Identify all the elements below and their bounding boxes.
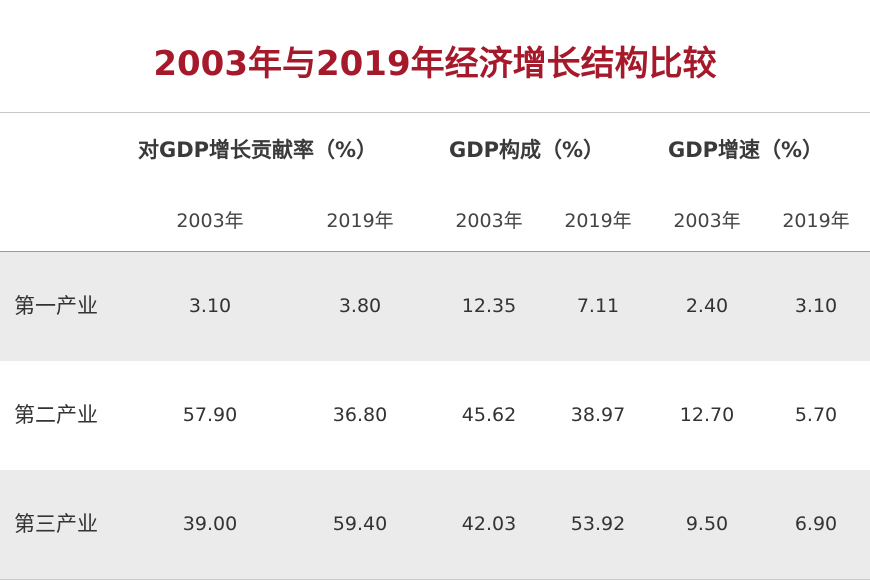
year-header-5: 2003年 <box>673 210 741 232</box>
row-label: 第二产业 <box>14 403 98 427</box>
table-row-secondary: 第二产业 57.90 36.80 45.62 38.97 12.70 5.70 <box>0 361 870 470</box>
table-cell: 59.40 <box>332 513 388 535</box>
table-cell: 6.90 <box>794 513 838 535</box>
row-label: 第一产业 <box>14 294 98 318</box>
table-cell: 3.10 <box>794 295 838 317</box>
top-rule <box>0 112 870 113</box>
table-group-header-contribution: 对GDP增长贡献率（%） <box>138 138 378 162</box>
table-cell: 53.92 <box>570 513 626 535</box>
header-rule <box>0 251 870 252</box>
year-header-2: 2019年 <box>326 210 394 232</box>
row-label: 第三产业 <box>14 512 98 536</box>
table-cell: 3.10 <box>188 295 232 317</box>
table-cell: 39.00 <box>182 513 238 535</box>
table-cell: 5.70 <box>794 404 838 426</box>
table-cell: 12.35 <box>461 295 517 317</box>
table-cell: 36.80 <box>332 404 388 426</box>
table-group-header-growth: GDP增速（%） <box>668 138 824 162</box>
table-row-tertiary: 第三产业 39.00 59.40 42.03 53.92 9.50 6.90 <box>0 470 870 579</box>
table-cell: 2.40 <box>685 295 729 317</box>
year-header-4: 2019年 <box>564 210 632 232</box>
table-row-primary: 第一产业 3.10 3.80 12.35 7.11 2.40 3.10 <box>0 252 870 361</box>
year-header-1: 2003年 <box>176 210 244 232</box>
table-cell: 3.80 <box>338 295 382 317</box>
table-cell: 45.62 <box>461 404 517 426</box>
table-cell: 12.70 <box>679 404 735 426</box>
table-cell: 7.11 <box>576 295 620 317</box>
table-group-header-composition: GDP构成（%） <box>449 138 605 162</box>
table-cell: 57.90 <box>182 404 238 426</box>
table-cell: 38.97 <box>570 404 626 426</box>
year-header-3: 2003年 <box>455 210 523 232</box>
page-title: 2003年与2019年经济增长结构比较 <box>153 44 717 84</box>
table-cell: 9.50 <box>685 513 729 535</box>
year-header-6: 2019年 <box>782 210 850 232</box>
table-cell: 42.03 <box>461 513 517 535</box>
